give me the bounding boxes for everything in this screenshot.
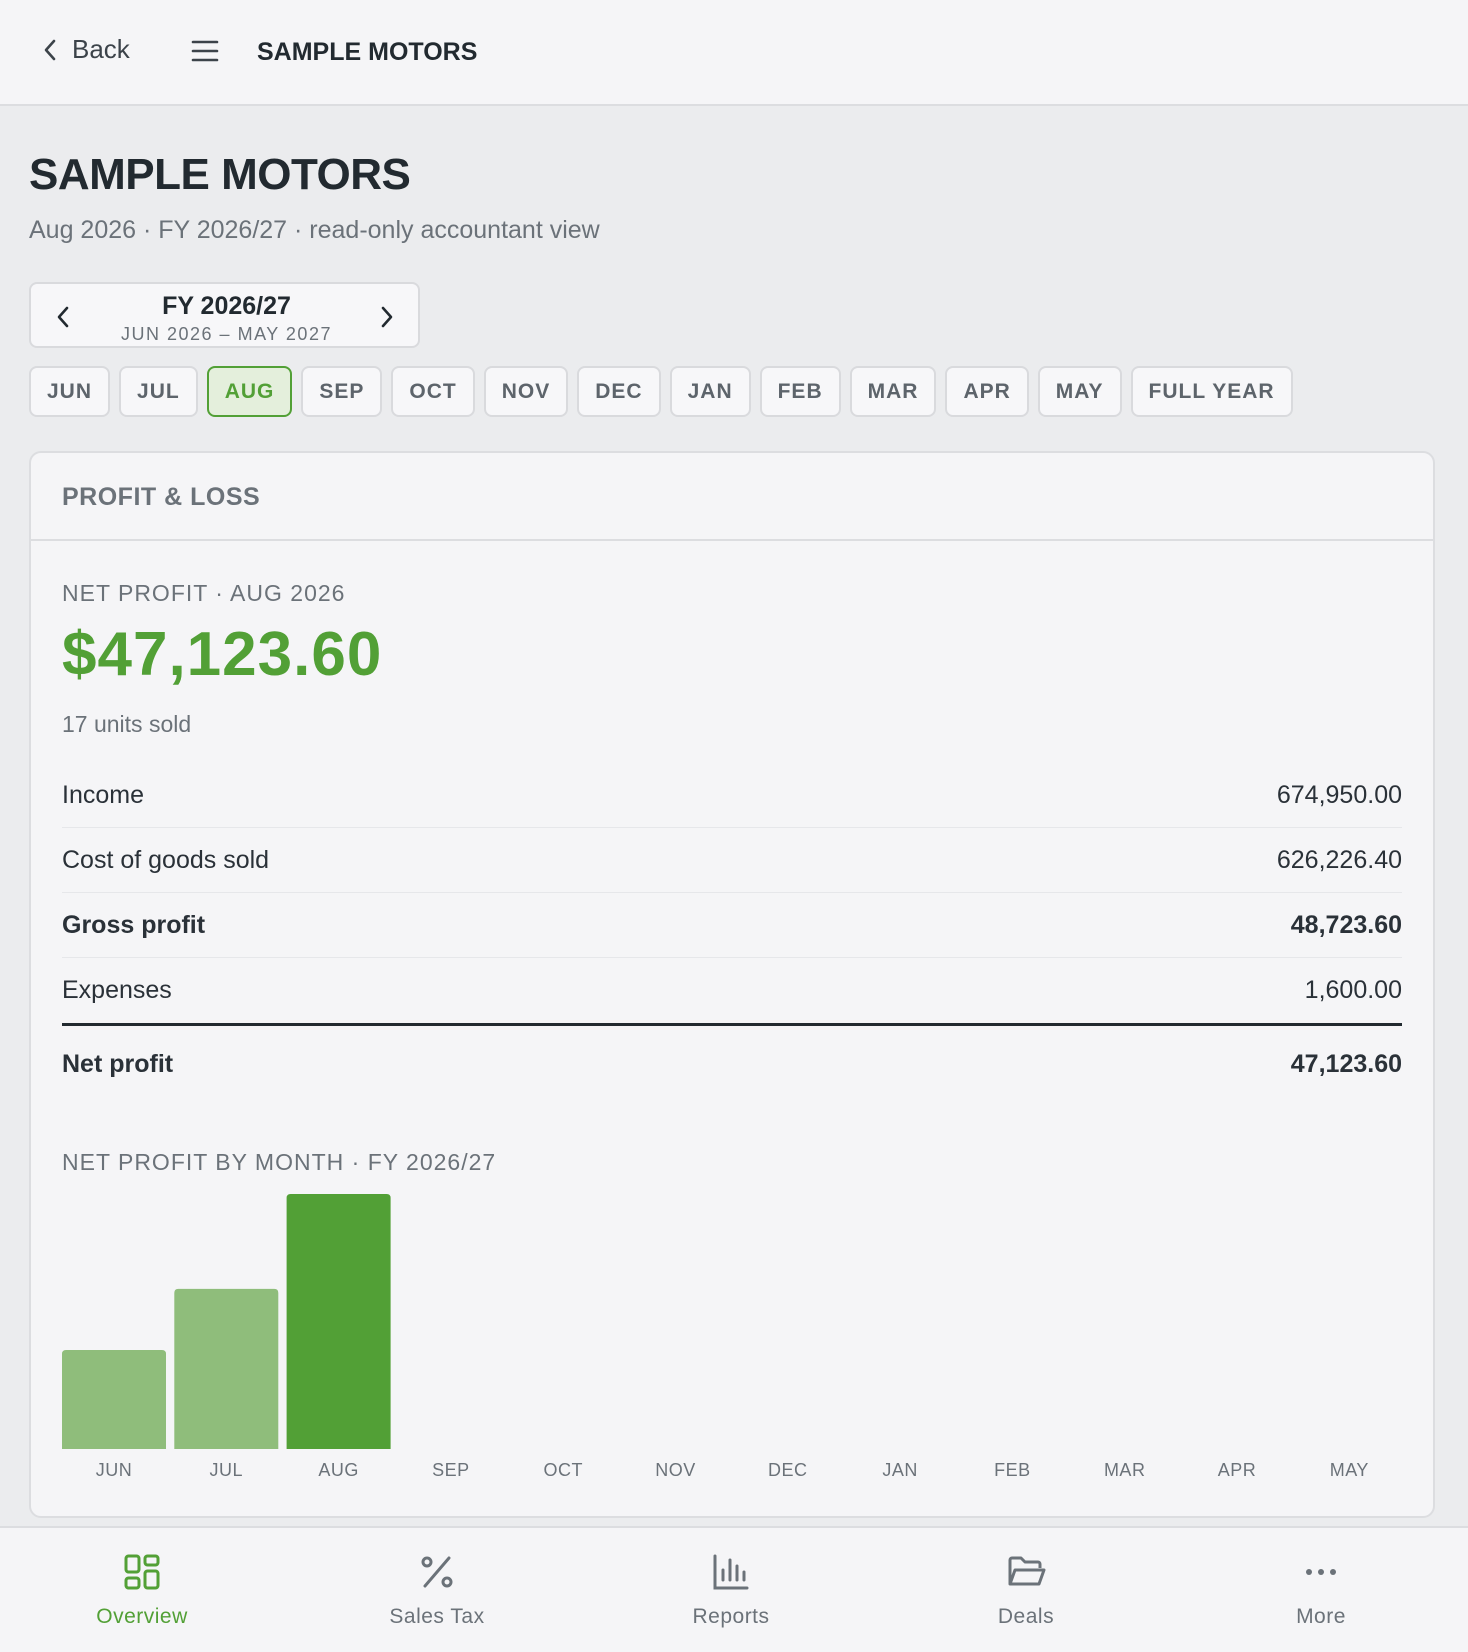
net-amount: $47,123.60	[62, 620, 383, 689]
chart: JUN JUL AUG SEP OCT NOV DEC JAN FEB MAR APR MAY	[62, 1194, 1369, 1480]
back-icon	[44, 39, 56, 60]
x-tick-label: SEP	[432, 1460, 470, 1480]
month-tab[interactable]: JAN	[669, 366, 751, 417]
nav-icon	[1306, 1569, 1336, 1575]
chart-title: NET PROFIT BY MONTH · FY 2026/27	[62, 1149, 497, 1175]
bar	[62, 1349, 166, 1449]
x-tick-label: APR	[1218, 1460, 1257, 1480]
month-tab[interactable]: MAR	[849, 366, 937, 417]
units-sold: 17 units sold	[62, 711, 192, 737]
page-subtitle: Aug 2026 · FY 2026/27 · read-only accoun…	[29, 216, 600, 244]
x-tick-label: NOV	[655, 1460, 696, 1480]
nav-item[interactable]: Overview	[42, 1528, 242, 1652]
nav-icon	[124, 1554, 160, 1590]
pl-row: Gross profit 48,723.60	[62, 893, 1402, 958]
row-label: Expenses	[62, 976, 172, 1004]
pl-rows: Income 674,950.00 Cost of goods sold 626,22…	[62, 763, 1402, 1102]
next-fy[interactable]	[377, 304, 397, 330]
prev-fy[interactable]	[53, 304, 73, 330]
nav-item[interactable]: Reports	[631, 1528, 831, 1652]
bar	[174, 1288, 279, 1449]
month-tab[interactable]: NOV	[483, 366, 569, 417]
page-title: SAMPLE MOTORS	[29, 150, 411, 199]
nav-label: Overview	[96, 1605, 188, 1628]
x-tick-label: OCT	[543, 1460, 583, 1480]
nav-item[interactable]: Sales Tax	[337, 1528, 537, 1652]
row-label: Gross profit	[62, 910, 206, 939]
x-tick-label: FEB	[994, 1460, 1031, 1480]
month-tab[interactable]: JUN	[29, 366, 111, 417]
back-button[interactable]: Back	[42, 34, 130, 65]
month-tab[interactable]: FEB	[759, 366, 841, 417]
x-tick-label: DEC	[768, 1460, 808, 1480]
card-header: PROFIT & LOSS	[31, 453, 1433, 541]
row-amount: 1,600.00	[1304, 976, 1402, 1004]
nav-icon	[713, 1554, 749, 1590]
card-title: PROFIT & LOSS	[62, 483, 261, 511]
month-tab[interactable]: DEC	[577, 366, 661, 417]
month-tab[interactable]: SEP	[301, 366, 383, 417]
row-label: Cost of goods sold	[62, 845, 270, 874]
x-tick-label: JAN	[882, 1460, 918, 1480]
pl-row: Net profit 47,123.60	[62, 1026, 1402, 1102]
month-tab[interactable]: FULL YEAR	[1130, 366, 1293, 417]
fy-range: JUN 2026 – MAY 2027	[121, 324, 332, 344]
back-label: Back	[72, 34, 130, 64]
menu-button[interactable]	[190, 38, 220, 64]
nav-item[interactable]: More	[1221, 1528, 1421, 1652]
month-tab[interactable]: JUL	[119, 366, 198, 417]
x-tick-label: AUG	[318, 1460, 359, 1480]
bottom-nav: Overview Sales Tax Reports Deals More	[0, 1526, 1468, 1652]
x-tick-label: JUN	[96, 1460, 133, 1480]
x-tick-label: JUL	[210, 1460, 244, 1480]
month-tab[interactable]: MAY	[1037, 366, 1122, 417]
nav-icon	[1008, 1556, 1046, 1586]
nav-label: Sales Tax	[389, 1605, 485, 1628]
month-tabs: JUN JUL AUG SEP OCT NOV DEC JAN FEB MAR APR MAY FULL…	[29, 366, 1293, 417]
month-tab[interactable]: OCT	[391, 366, 475, 417]
nav-icon	[421, 1556, 453, 1588]
net-label: NET PROFIT · AUG 2026	[62, 580, 346, 606]
x-tick-label: MAR	[1104, 1460, 1146, 1480]
pl-row: Income 674,950.00	[62, 763, 1402, 828]
pl-row: Expenses 1,600.00	[62, 958, 1402, 1026]
fy-selector: FY 2026/27 JUN 2026 – MAY 2027	[29, 282, 420, 348]
row-amount: 674,950.00	[1276, 780, 1402, 809]
nav-label: Reports	[692, 1605, 770, 1628]
nav-label: Deals	[997, 1605, 1055, 1628]
row-label: Income	[62, 780, 144, 809]
row-amount: 47,123.60	[1290, 1049, 1402, 1078]
bar	[286, 1194, 391, 1449]
row-amount: 48,723.60	[1290, 910, 1402, 939]
month-tab[interactable]: APR	[945, 366, 1029, 417]
x-tick-label: MAY	[1330, 1460, 1369, 1480]
pl-card: PROFIT & LOSS NET PROFIT · AUG 2026 $47,…	[29, 451, 1435, 1518]
row-label: Net profit	[62, 1049, 174, 1078]
pl-row: Cost of goods sold 626,226.40	[62, 828, 1402, 893]
month-tab[interactable]: AUG	[206, 366, 293, 417]
top-bar: Back SAMPLE MOTORS	[0, 0, 1468, 106]
nav-label: More	[1296, 1605, 1346, 1628]
top-title: SAMPLE MOTORS	[257, 38, 478, 66]
nav-item[interactable]: Deals	[926, 1528, 1126, 1652]
fy-label: FY 2026/27	[162, 292, 291, 320]
row-amount: 626,226.40	[1276, 845, 1402, 874]
